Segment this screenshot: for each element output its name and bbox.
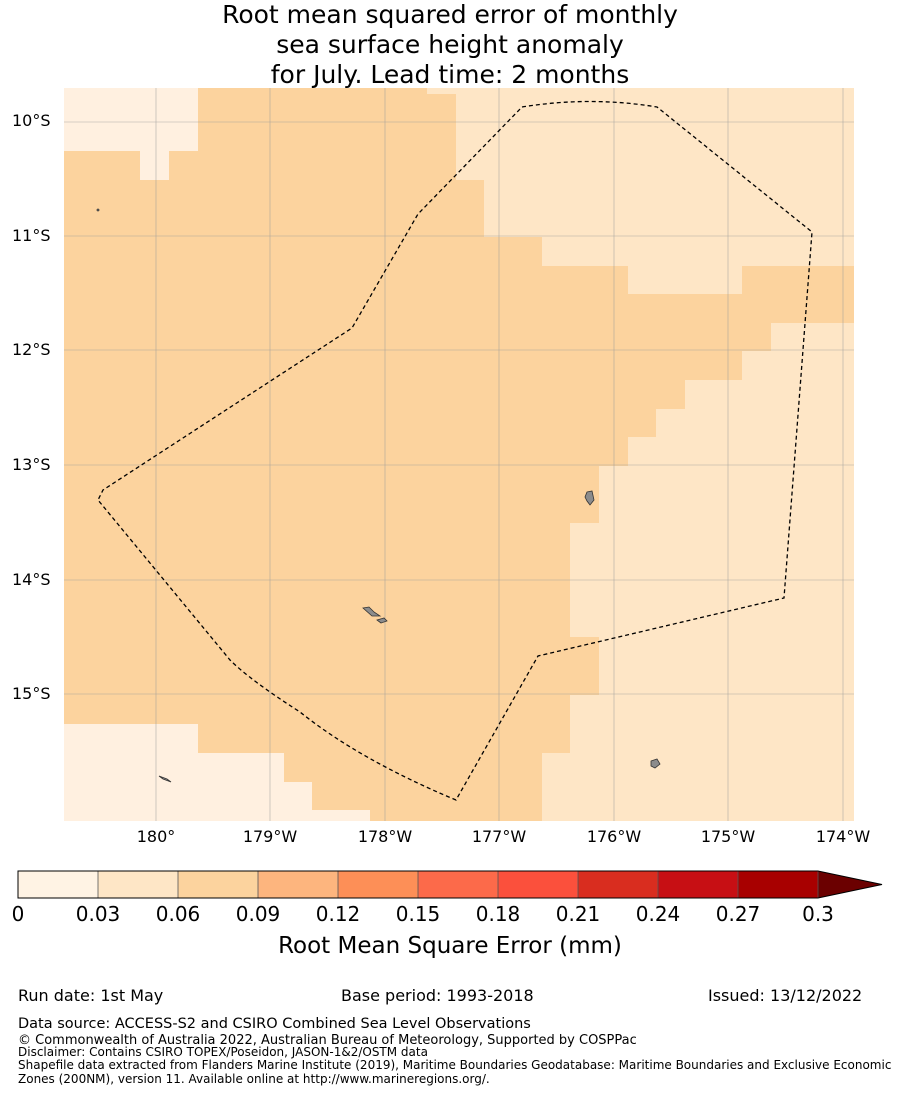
title-line-1: Root mean squared error of monthly — [222, 0, 678, 29]
colorbar-segments — [18, 871, 882, 898]
colorbar-segment — [338, 871, 418, 898]
data-source: Data source: ACCESS-S2 and CSIRO Combine… — [18, 1016, 531, 1032]
lat-label: 12°S — [12, 340, 51, 359]
colorbar-outline — [17, 870, 883, 899]
island-niuafoou — [650, 758, 661, 769]
rmse-region-light-ne — [427, 88, 854, 294]
graticule — [64, 88, 854, 821]
colorbar-tick: 0.21 — [555, 902, 601, 926]
colorbar-tick: 0.12 — [315, 902, 361, 926]
lon-label: 179°W — [242, 827, 298, 846]
colorbar-tick: 0.06 — [155, 902, 201, 926]
run-date: Run date: 1st May — [18, 986, 164, 1005]
eez-boundary — [97, 100, 813, 801]
colorbar-tick: 0.03 — [75, 902, 121, 926]
disclaimer: Disclaimer: Contains CSIRO TOPEX/Poseido… — [18, 1045, 428, 1059]
island-dot-nw — [96, 208, 100, 212]
colorbar-segment — [578, 871, 658, 898]
colorbar-segment — [738, 871, 818, 898]
colorbar-tick: 0.24 — [635, 902, 681, 926]
title-line-2: sea surface height anomaly — [276, 30, 624, 59]
lon-label: 178°W — [357, 827, 413, 846]
islands — [96, 208, 661, 783]
colorbar-segment — [178, 871, 258, 898]
rmse-field — [64, 88, 854, 821]
colorbar-segment — [98, 871, 178, 898]
issued-date: Issued: 13/12/2022 — [708, 986, 863, 1005]
colorbar-label: Root Mean Square Error (mm) — [278, 933, 622, 959]
lon-label: 174°W — [815, 827, 871, 846]
colorbar — [17, 870, 883, 899]
title-line-3: for July. Lead time: 2 months — [270, 60, 630, 89]
colorbar-tick: 0.3 — [802, 902, 834, 926]
lon-label: 177°W — [471, 827, 527, 846]
colorbar-extension-arrow — [818, 871, 882, 898]
colorbar-tick: 0 — [11, 902, 25, 926]
island-alofi — [376, 617, 388, 624]
island-reef-sw — [158, 775, 172, 783]
base-period: Base period: 1993-2018 — [341, 986, 534, 1005]
colorbar-segment — [658, 871, 738, 898]
colorbar-segment — [498, 871, 578, 898]
colorbar-tick: 0.27 — [715, 902, 761, 926]
colorbar-segment — [258, 871, 338, 898]
map-panel — [64, 88, 854, 821]
lat-label: 13°S — [12, 455, 51, 474]
rmse-region-light-se — [542, 323, 854, 821]
lat-label: 11°S — [12, 226, 51, 245]
colorbar-segment — [418, 871, 498, 898]
rmse-region-lightest-sw — [64, 724, 370, 821]
colorbar-tick: 0.18 — [475, 902, 521, 926]
lon-label: 176°W — [586, 827, 642, 846]
rmse-region-lightest-nw — [64, 88, 198, 180]
rmse-cell-light-sw — [83, 810, 140, 821]
colorbar-tick: 0.09 — [235, 902, 281, 926]
island-wallis — [584, 490, 595, 506]
shapefile-credit-cont: Zones (200NM), version 11. Available onl… — [18, 1072, 490, 1086]
lat-label: 14°S — [12, 570, 51, 589]
lon-label: 175°W — [700, 827, 756, 846]
island-futuna — [362, 606, 382, 617]
lat-label: 15°S — [12, 684, 51, 703]
colorbar-tick: 0.15 — [395, 902, 441, 926]
shapefile-credit: Shapefile data extracted from Flanders M… — [18, 1058, 892, 1072]
colorbar-dividers — [97, 871, 819, 898]
copyright-notice: © Commonwealth of Australia 2022, Austra… — [18, 1033, 637, 1048]
lat-label: 10°S — [12, 111, 51, 130]
lon-label: 180° — [136, 827, 176, 846]
colorbar-segment — [18, 871, 98, 898]
map-title: Root mean squared error of monthly sea s… — [0, 0, 900, 90]
